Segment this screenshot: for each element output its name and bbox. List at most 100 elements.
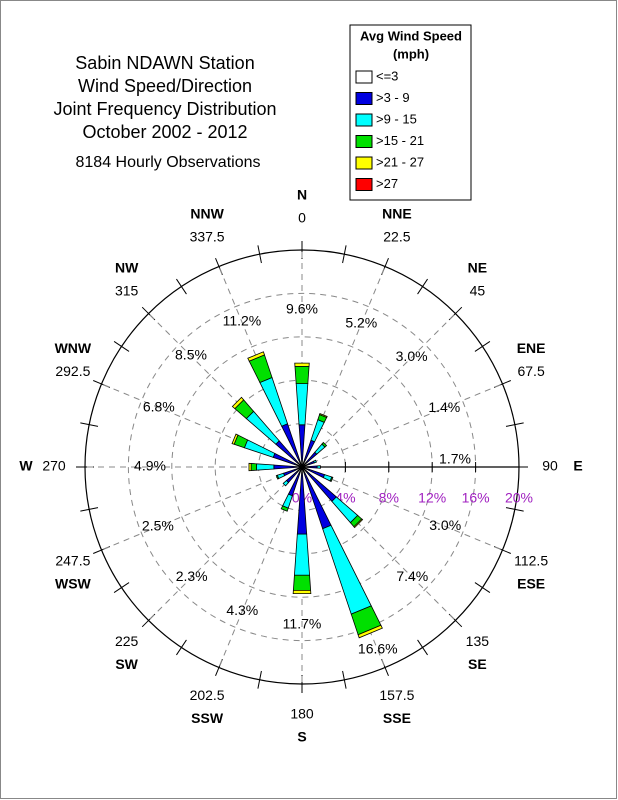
chart-title: Wind Speed/Direction: [78, 76, 252, 96]
wedge-segment: [248, 462, 252, 472]
legend-label: >21 - 27: [376, 154, 424, 169]
legend-swatch: [355, 92, 373, 105]
frequency-label: 7.4%: [396, 568, 428, 584]
chart-subtitle: 8184 Hourly Observations: [76, 154, 261, 171]
direction-label: NE: [468, 259, 487, 275]
wedge-segment: [294, 365, 310, 385]
legend-title: Avg Wind Speed: [360, 28, 462, 43]
wedge-segment: [294, 362, 310, 367]
direction-label: N: [297, 187, 307, 203]
spoke: [301, 313, 456, 468]
frequency-label: 2.3%: [176, 568, 208, 584]
direction-label: W: [19, 458, 33, 474]
frequency-label: 4.3%: [226, 602, 258, 618]
wedge-segment: [256, 463, 275, 471]
angle-label: 315: [115, 282, 139, 298]
angle-label: 202.5: [190, 687, 225, 703]
frequency-label: 3.0%: [429, 517, 461, 533]
wedge-segment: [329, 476, 334, 483]
legend-swatch: [355, 70, 373, 84]
wedge-segment: [231, 433, 239, 445]
radial-tick-label: 12%: [418, 490, 446, 506]
wedge-segment: [282, 479, 290, 487]
angle-label: 90: [542, 458, 558, 474]
spoke: [301, 383, 503, 468]
spoke: [301, 466, 503, 551]
wedge-segment: [294, 533, 310, 576]
radial-tick-label: 8%: [379, 490, 399, 506]
direction-label: WNW: [55, 340, 92, 356]
direction-label: SE: [468, 656, 487, 672]
frequency-label: 6.8%: [143, 398, 175, 414]
angle-label: 22.5: [383, 229, 410, 245]
angle-label: 135: [466, 633, 490, 649]
angle-label: 0: [298, 210, 306, 226]
direction-label: S: [297, 729, 306, 745]
direction-label: E: [573, 458, 582, 474]
frequency-label: 3.0%: [396, 348, 428, 364]
chart-title: Joint Frequency Distribution: [53, 99, 276, 119]
radial-tick-label: 20%: [505, 490, 533, 506]
frequency-label: 16.6%: [358, 641, 398, 657]
direction-label: WSW: [55, 576, 92, 592]
frequency-label: 8.5%: [175, 347, 207, 363]
wedge-segment: [231, 396, 245, 410]
legend-swatch: [355, 135, 373, 148]
legend-label: >9 - 15: [376, 111, 417, 126]
wedge-segment: [275, 474, 280, 480]
wedge-segment: [292, 574, 312, 591]
angle-label: 270: [42, 458, 66, 474]
wedge-segment: [280, 505, 289, 512]
frequency-label: 9.6%: [286, 301, 318, 317]
wedge-segment: [247, 351, 265, 362]
frequency-label: 5.2%: [345, 315, 377, 331]
direction-label: NNW: [190, 206, 224, 222]
spoke: [101, 466, 303, 551]
chart-title: Sabin NDAWN Station: [75, 53, 254, 73]
direction-label: NW: [115, 259, 139, 275]
wedge-segment: [357, 624, 383, 639]
legend-label: >27: [376, 176, 398, 191]
legend-label: <=3: [376, 68, 398, 83]
frequency-label: 4.9%: [134, 458, 166, 474]
legend-title: (mph): [393, 46, 429, 61]
frequency-label: 1.7%: [439, 451, 471, 467]
direction-label: SW: [115, 656, 138, 672]
wedge-segment: [319, 412, 328, 418]
direction-label: ENE: [517, 340, 546, 356]
direction-label: ESE: [517, 576, 545, 592]
radial-tick-label: 16%: [462, 490, 490, 506]
angle-label: 180: [290, 706, 314, 722]
wedge-segment: [313, 459, 317, 464]
direction-label: NNE: [382, 206, 412, 222]
legend-box: [349, 24, 472, 201]
angle-label: 292.5: [55, 363, 90, 379]
direction-label: SSE: [383, 710, 411, 726]
legend-swatch: [355, 178, 373, 191]
angle-label: 67.5: [517, 363, 544, 379]
legend-label: >3 - 9: [376, 90, 410, 105]
legend-swatch: [355, 156, 373, 170]
legend-swatch: [355, 113, 373, 127]
frequency-label: 1.4%: [428, 399, 460, 415]
legend-label: >15 - 21: [376, 133, 424, 148]
direction-label: SSW: [191, 710, 224, 726]
frequency-label: 11.7%: [283, 616, 322, 632]
wedge-segment: [250, 463, 257, 471]
angle-label: 112.5: [514, 553, 548, 569]
wedge-segment: [321, 441, 328, 448]
chart-title: October 2002 - 2012: [82, 122, 247, 142]
wedge-segment: [316, 465, 321, 469]
frequency-label: 2.5%: [142, 517, 174, 533]
angle-label: 45: [470, 282, 486, 298]
spoke: [148, 466, 303, 621]
angle-label: 157.5: [379, 687, 414, 703]
angle-label: 337.5: [190, 229, 225, 245]
angle-label: 225: [115, 633, 139, 649]
wedge-segment: [292, 589, 312, 595]
frequency-label: 11.2%: [223, 313, 262, 329]
wedge-segment: [353, 518, 364, 529]
angle-label: 247.5: [55, 553, 90, 569]
